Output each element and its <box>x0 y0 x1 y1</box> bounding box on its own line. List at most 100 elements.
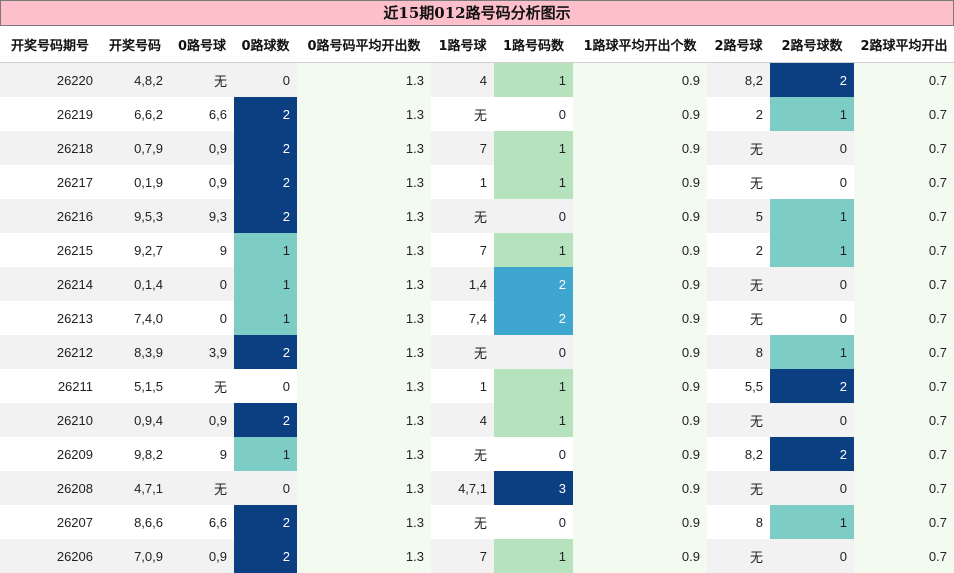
table-row: 26206 7,0,9 0,9 2 1.3 7 1 0.9 无 0 0.7 <box>0 539 954 573</box>
cell-r2: 无 <box>707 165 770 199</box>
cell-r0-avg: 1.3 <box>297 539 431 573</box>
table-row: 26219 6,6,2 6,6 2 1.3 无 0 0.9 2 1 0.7 <box>0 97 954 131</box>
cell-r0-avg: 1.3 <box>297 62 431 97</box>
cell-r1-avg: 0.9 <box>573 97 707 131</box>
cell-r2-avg: 0.7 <box>854 62 954 97</box>
cell-issue: 26216 <box>0 199 100 233</box>
cell-r0: 0,9 <box>170 165 234 199</box>
cell-nums: 9,2,7 <box>100 233 170 267</box>
cell-r0-count: 2 <box>234 199 297 233</box>
cell-r1-avg: 0.9 <box>573 437 707 471</box>
cell-r0: 0 <box>170 267 234 301</box>
cell-r2-count: 0 <box>770 403 854 437</box>
cell-r0-avg: 1.3 <box>297 437 431 471</box>
cell-r1: 无 <box>431 335 494 369</box>
cell-issue: 26218 <box>0 131 100 165</box>
cell-r1: 7 <box>431 233 494 267</box>
col-header-r0-avg: 0路号码平均开出数 <box>297 26 431 63</box>
cell-r1: 4,7,1 <box>431 471 494 505</box>
cell-r0: 0,9 <box>170 539 234 573</box>
table-row: 26208 4,7,1 无 0 1.3 4,7,1 3 0.9 无 0 0.7 <box>0 471 954 505</box>
cell-r2-count: 0 <box>770 539 854 573</box>
table-row: 26216 9,5,3 9,3 2 1.3 无 0 0.9 5 1 0.7 <box>0 199 954 233</box>
cell-r2-count: 1 <box>770 505 854 539</box>
cell-r0: 9 <box>170 233 234 267</box>
cell-r2-avg: 0.7 <box>854 539 954 573</box>
cell-nums: 4,7,1 <box>100 471 170 505</box>
cell-issue: 26206 <box>0 539 100 573</box>
cell-r1-count: 2 <box>494 267 573 301</box>
cell-r1-count: 1 <box>494 539 573 573</box>
cell-r1-count: 0 <box>494 335 573 369</box>
cell-r0-count: 2 <box>234 335 297 369</box>
cell-r0-count: 2 <box>234 539 297 573</box>
cell-r1-avg: 0.9 <box>573 335 707 369</box>
cell-issue: 26210 <box>0 403 100 437</box>
col-header-r2-avg: 2路球平均开出 <box>854 26 954 63</box>
cell-r2: 8 <box>707 335 770 369</box>
cell-r2-count: 0 <box>770 471 854 505</box>
cell-r1-avg: 0.9 <box>573 471 707 505</box>
col-header-r1-avg: 1路球平均开出个数 <box>573 26 707 63</box>
table-title: 近15期012路号码分析图示 <box>0 0 954 26</box>
cell-r0: 无 <box>170 471 234 505</box>
cell-r2-count: 1 <box>770 233 854 267</box>
cell-nums: 0,1,4 <box>100 267 170 301</box>
cell-r0-avg: 1.3 <box>297 199 431 233</box>
cell-nums: 8,6,6 <box>100 505 170 539</box>
cell-r0: 6,6 <box>170 97 234 131</box>
col-header-r1: 1路号球 <box>431 26 494 63</box>
table-row: 26214 0,1,4 0 1 1.3 1,4 2 0.9 无 0 0.7 <box>0 267 954 301</box>
cell-nums: 7,4,0 <box>100 301 170 335</box>
cell-r0-count: 1 <box>234 267 297 301</box>
cell-r1-avg: 0.9 <box>573 301 707 335</box>
cell-r1: 1,4 <box>431 267 494 301</box>
cell-r0: 6,6 <box>170 505 234 539</box>
cell-r0: 0 <box>170 301 234 335</box>
cell-r1-count: 1 <box>494 62 573 97</box>
cell-nums: 9,5,3 <box>100 199 170 233</box>
cell-r1: 无 <box>431 97 494 131</box>
cell-r2: 5,5 <box>707 369 770 403</box>
cell-r1: 无 <box>431 199 494 233</box>
cell-r1-count: 1 <box>494 131 573 165</box>
cell-issue: 26207 <box>0 505 100 539</box>
cell-r0-avg: 1.3 <box>297 403 431 437</box>
cell-r0: 0,9 <box>170 131 234 165</box>
cell-r1: 4 <box>431 403 494 437</box>
cell-r0: 9,3 <box>170 199 234 233</box>
col-header-r2: 2路号球 <box>707 26 770 63</box>
cell-r1-avg: 0.9 <box>573 539 707 573</box>
cell-r2-count: 2 <box>770 437 854 471</box>
cell-r1-count: 1 <box>494 403 573 437</box>
cell-nums: 7,0,9 <box>100 539 170 573</box>
cell-r1-avg: 0.9 <box>573 403 707 437</box>
cell-r1-avg: 0.9 <box>573 131 707 165</box>
cell-r0-count: 2 <box>234 505 297 539</box>
cell-r1: 7,4 <box>431 301 494 335</box>
cell-r2-avg: 0.7 <box>854 233 954 267</box>
cell-r2: 8 <box>707 505 770 539</box>
cell-r0-count: 0 <box>234 62 297 97</box>
cell-r0-count: 0 <box>234 369 297 403</box>
cell-r0: 3,9 <box>170 335 234 369</box>
cell-r2-count: 0 <box>770 301 854 335</box>
cell-r2-avg: 0.7 <box>854 131 954 165</box>
cell-r0-count: 2 <box>234 97 297 131</box>
cell-r1-avg: 0.9 <box>573 62 707 97</box>
cell-r2-avg: 0.7 <box>854 335 954 369</box>
cell-r1: 4 <box>431 62 494 97</box>
cell-r2-count: 1 <box>770 97 854 131</box>
cell-r2-count: 0 <box>770 267 854 301</box>
cell-r2-avg: 0.7 <box>854 505 954 539</box>
cell-r2: 2 <box>707 233 770 267</box>
cell-r1-count: 0 <box>494 199 573 233</box>
analysis-table: 开奖号码期号 开奖号码 0路号球 0路球数 0路号码平均开出数 1路号球 1路号… <box>0 26 954 573</box>
cell-r0-count: 1 <box>234 301 297 335</box>
cell-issue: 26212 <box>0 335 100 369</box>
table-row: 26210 0,9,4 0,9 2 1.3 4 1 0.9 无 0 0.7 <box>0 403 954 437</box>
cell-r0-avg: 1.3 <box>297 267 431 301</box>
header-row: 开奖号码期号 开奖号码 0路号球 0路球数 0路号码平均开出数 1路号球 1路号… <box>0 26 954 63</box>
cell-issue: 26209 <box>0 437 100 471</box>
cell-r2: 8,2 <box>707 437 770 471</box>
